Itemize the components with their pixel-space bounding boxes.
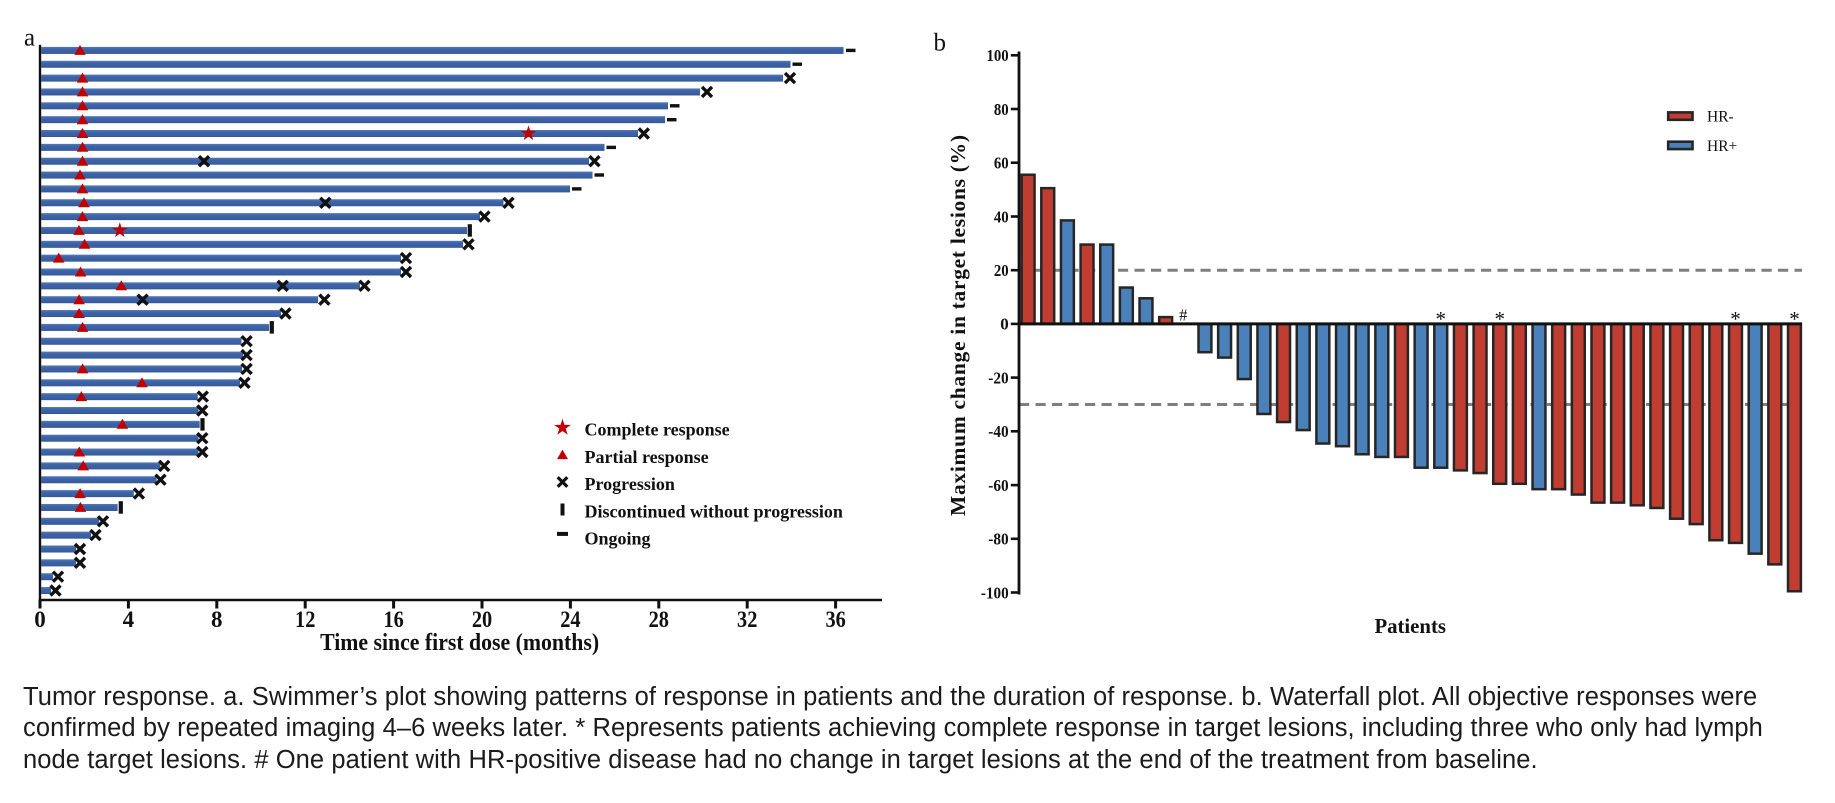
svg-text:-80: -80 (988, 530, 1008, 549)
svg-text:-40: -40 (988, 422, 1008, 441)
svg-text:20: 20 (472, 607, 492, 632)
svg-text:Complete response: Complete response (585, 420, 730, 440)
svg-text:32: 32 (737, 607, 757, 632)
svg-text:36: 36 (825, 607, 845, 632)
svg-text:*: * (1730, 307, 1741, 331)
svg-text:8: 8 (211, 607, 223, 632)
svg-text:Partial response: Partial response (585, 447, 709, 467)
svg-text:b: b (934, 30, 947, 57)
svg-text:Discontinued without progressi: Discontinued without progression (585, 502, 843, 522)
svg-text:Maximum change in target lesio: Maximum change in target lesions (%) (946, 135, 970, 516)
svg-text:100: 100 (987, 46, 1009, 65)
svg-text:*: * (1494, 307, 1505, 331)
svg-text:HR+: HR+ (1707, 138, 1737, 155)
svg-text:*: * (1789, 307, 1800, 331)
svg-text:Patients: Patients (1374, 614, 1446, 638)
svg-text:-100: -100 (981, 583, 1009, 602)
svg-text:4: 4 (123, 607, 135, 632)
svg-text:Ongoing: Ongoing (585, 528, 651, 548)
svg-text:40: 40 (994, 207, 1009, 226)
svg-text:*: * (1436, 307, 1447, 331)
svg-text:60: 60 (994, 154, 1009, 173)
svg-text:Time since first dose (months): Time since first dose (months) (320, 630, 599, 656)
svg-text:16: 16 (383, 607, 403, 632)
svg-text:20: 20 (994, 261, 1009, 280)
svg-text:24: 24 (560, 607, 581, 632)
svg-text:28: 28 (649, 607, 669, 632)
svg-text:HR-: HR- (1707, 109, 1734, 126)
svg-text:80: 80 (994, 100, 1009, 119)
svg-text:a: a (24, 25, 35, 52)
svg-text:-60: -60 (988, 476, 1008, 495)
svg-text:12: 12 (295, 607, 315, 632)
svg-text:0: 0 (34, 607, 46, 632)
svg-text:#: # (1179, 306, 1187, 325)
svg-text:0: 0 (1000, 315, 1009, 334)
svg-text:Progression: Progression (585, 474, 675, 494)
svg-text:-20: -20 (988, 368, 1008, 387)
